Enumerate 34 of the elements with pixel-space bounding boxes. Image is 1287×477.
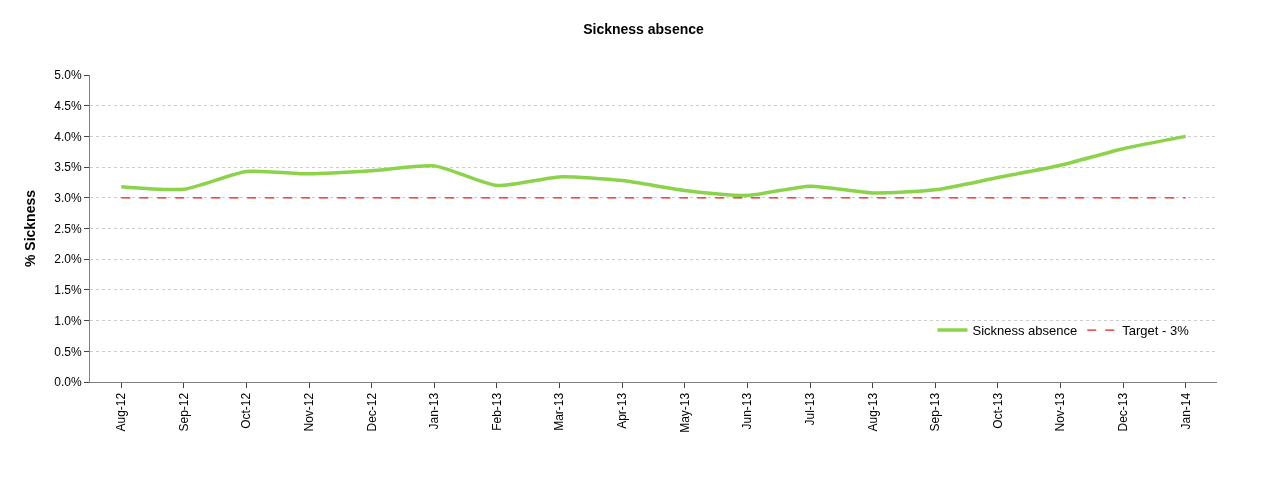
y-tick-label: 1.0%: [54, 313, 82, 328]
y-tick-label: 4.5%: [54, 98, 82, 113]
y-tick-label: 1.5%: [54, 283, 82, 298]
y-tick-label: 3.0%: [54, 191, 82, 205]
x-tick-label: Aug-13: [865, 392, 880, 432]
y-tick-label: 3.5%: [54, 160, 82, 175]
x-tick-label: Dec-13: [1115, 392, 1130, 432]
y-axis-title: % Sickness: [21, 189, 38, 268]
y-tick-label: 4.0%: [54, 129, 82, 144]
x-tick-label: Jan-13: [427, 392, 442, 430]
chart-title: Sickness absence: [583, 20, 705, 37]
x-tick-label: Apr-13: [615, 392, 630, 429]
line-series: [119, 134, 1188, 198]
x-tick-label: Oct-13: [990, 392, 1005, 429]
x-tick-label: Jun-13: [740, 392, 755, 430]
x-tick-label: Feb-13: [489, 392, 504, 431]
y-tick-label: 5.0%: [54, 68, 82, 83]
y-tick-label: 0.0%: [54, 375, 82, 390]
x-tick-label: Mar-13: [552, 392, 567, 431]
x-tick-label: May-13: [677, 392, 692, 433]
y-tick-label: 2.0%: [54, 252, 82, 267]
legend-label: Sickness absence: [972, 323, 1078, 339]
x-tick-label: Nov-12: [302, 392, 317, 432]
y-tick-label: 0.5%: [54, 344, 82, 359]
x-tick-label: Dec-12: [364, 392, 379, 432]
x-tick-label: Oct-12: [239, 392, 254, 429]
x-tick-label: Sep-13: [928, 392, 943, 432]
y-tick-label: 2.5%: [54, 221, 82, 236]
x-tick-label: Jul-13: [802, 392, 817, 426]
x-tick-label: Aug-12: [114, 392, 129, 432]
x-tick-label: Nov-13: [1053, 392, 1068, 432]
x-tick-label: Sep-12: [176, 392, 191, 432]
x-tick-label: Jan-14: [1178, 392, 1193, 430]
legend-label: Target - 3%: [1122, 323, 1190, 339]
